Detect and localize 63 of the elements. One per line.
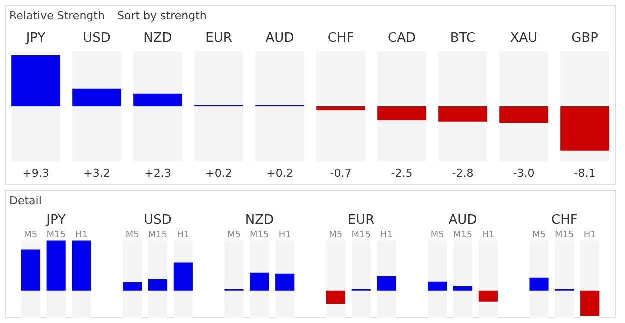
x-tick-label: CHF: [552, 213, 578, 228]
data-label: -2.8: [452, 166, 474, 180]
text: H1: [584, 230, 596, 241]
x-tick-label: EUR: [348, 213, 375, 228]
data-label: +0.2: [206, 166, 232, 180]
text: M15: [555, 230, 574, 241]
series-label: H1: [76, 230, 88, 241]
bar: [453, 286, 473, 291]
data-label: +3.2: [84, 166, 110, 180]
x-tick-label: AUD: [448, 213, 478, 228]
series-label: M5: [24, 230, 38, 241]
x-tick-label: BTC: [450, 30, 476, 46]
bar: [478, 290, 498, 302]
text: H1: [380, 230, 394, 241]
bar: [438, 106, 488, 122]
text: M15: [148, 230, 168, 241]
x-tick-label: NZD: [245, 213, 274, 228]
bar: [377, 276, 396, 291]
data-label: +9.3: [22, 166, 50, 180]
text: M5: [329, 230, 343, 241]
text: H1: [482, 230, 495, 241]
text: M5: [126, 230, 140, 241]
data-label: -0.7: [330, 166, 352, 180]
bar: [326, 290, 346, 304]
text: Sort by strength: [118, 10, 207, 22]
bar: [530, 278, 549, 291]
bar: [378, 106, 426, 120]
data-label: +2.3: [144, 166, 172, 180]
text: H1: [177, 230, 190, 241]
x-tick-label: USD: [83, 30, 111, 46]
bar: [72, 88, 122, 106]
bar: [500, 106, 548, 123]
x-tick-label: EUR: [206, 30, 232, 46]
x-tick-label: CAD: [388, 30, 416, 46]
chart-title: Detail: [10, 194, 42, 208]
data-label: +0.2: [266, 166, 294, 180]
data-label: -8.1: [574, 166, 596, 180]
data-label: -2.5: [391, 166, 413, 180]
x-tick-label: USD: [144, 213, 172, 228]
x-tick-label: JPY: [46, 213, 66, 228]
x-tick-label: GBP: [572, 30, 599, 46]
x-tick-label: XAU: [510, 30, 538, 46]
bar: [276, 274, 295, 291]
text: H1: [278, 230, 292, 241]
text: M5: [228, 230, 242, 241]
text: M15: [250, 230, 270, 241]
x-tick-label: JPY: [25, 30, 46, 46]
bar: [148, 279, 168, 291]
text: M15: [453, 230, 473, 241]
data-label: -3.0: [513, 166, 535, 180]
x-tick-label: CHF: [328, 30, 354, 46]
bar: [123, 282, 142, 291]
text: M5: [532, 230, 546, 241]
text: M5: [430, 230, 444, 241]
bar: [134, 94, 182, 106]
bar: [428, 282, 448, 291]
text: M15: [352, 230, 371, 241]
bar: [250, 272, 270, 291]
chart-title: Relative Strength: [10, 10, 105, 22]
bar: [316, 106, 366, 110]
x-tick-label: NZD: [144, 30, 172, 46]
series-label: M15: [46, 230, 66, 241]
x-tick-label: AUD: [266, 30, 294, 46]
